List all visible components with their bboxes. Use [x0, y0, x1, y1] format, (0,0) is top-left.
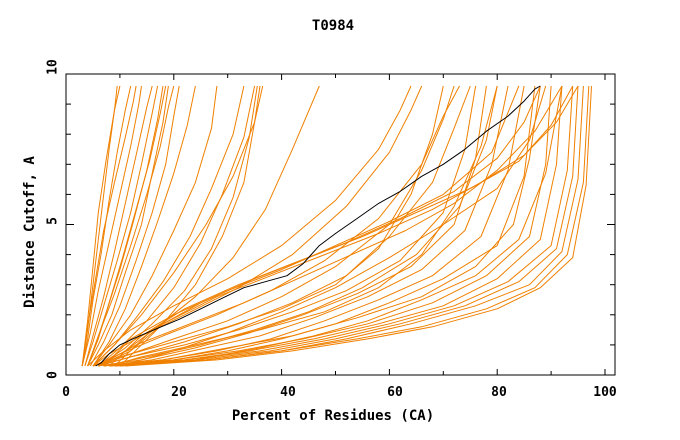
series-line-m34 — [114, 85, 563, 367]
series-line-m05 — [84, 85, 159, 367]
x-tick-label-100: 100 — [593, 385, 617, 400]
highlight-group — [95, 85, 541, 367]
x-tick-label-80: 80 — [491, 385, 507, 400]
highlight-line — [95, 85, 541, 367]
x-tick-label-40: 40 — [280, 385, 296, 400]
x-axis-label: Percent of Residues (CA) — [232, 408, 434, 424]
series-line-m03 — [81, 85, 142, 367]
series-line-m09 — [87, 85, 169, 367]
y-tick-label-0: 0 — [46, 371, 61, 379]
series-line-m13 — [92, 85, 218, 367]
series-line-m16 — [98, 85, 258, 367]
series-line-m15 — [97, 85, 256, 367]
series-line-m07 — [81, 85, 137, 367]
series-line-m11 — [89, 85, 180, 367]
series-line-m43 — [119, 85, 547, 367]
x-tick-label-60: 60 — [387, 385, 403, 400]
series-line-m46 — [114, 85, 574, 367]
series-line-m08 — [87, 85, 167, 367]
chart-title: T0984 — [312, 18, 354, 34]
series-line-m24 — [103, 85, 509, 367]
series-line-m17 — [92, 85, 261, 367]
series-line-m02 — [81, 85, 132, 367]
series-line-m18 — [98, 85, 264, 367]
axis-ticks — [65, 73, 615, 376]
series-line-m38 — [87, 85, 412, 367]
series-line-m40 — [98, 85, 471, 367]
series-line-m36 — [98, 85, 455, 367]
series-line-m20 — [87, 85, 175, 367]
series-line-m26 — [109, 85, 536, 367]
series-line-m47 — [119, 85, 579, 367]
series-line-m29 — [114, 85, 574, 367]
series-line-m41 — [108, 85, 498, 367]
series-group — [81, 85, 592, 367]
series-line-m48 — [98, 85, 563, 367]
series-line-m27 — [109, 85, 552, 367]
x-tick-label-20: 20 — [171, 385, 187, 400]
y-axis-label: Distance Cutoff, A — [22, 156, 38, 308]
series-line-m32 — [119, 85, 590, 367]
series-line-m30 — [114, 85, 579, 367]
y-tick-label-5: 5 — [46, 217, 61, 225]
series-line-m04 — [84, 85, 153, 367]
series-line-m33 — [125, 85, 592, 367]
y-tick-label-10: 10 — [46, 59, 61, 75]
series-line-m12 — [92, 85, 196, 367]
series-line-m22 — [98, 85, 477, 367]
x-tick-label-0: 0 — [62, 385, 70, 400]
series-line-m10 — [81, 85, 118, 367]
series-line-m42 — [109, 85, 541, 367]
series-line-m19 — [98, 85, 320, 367]
